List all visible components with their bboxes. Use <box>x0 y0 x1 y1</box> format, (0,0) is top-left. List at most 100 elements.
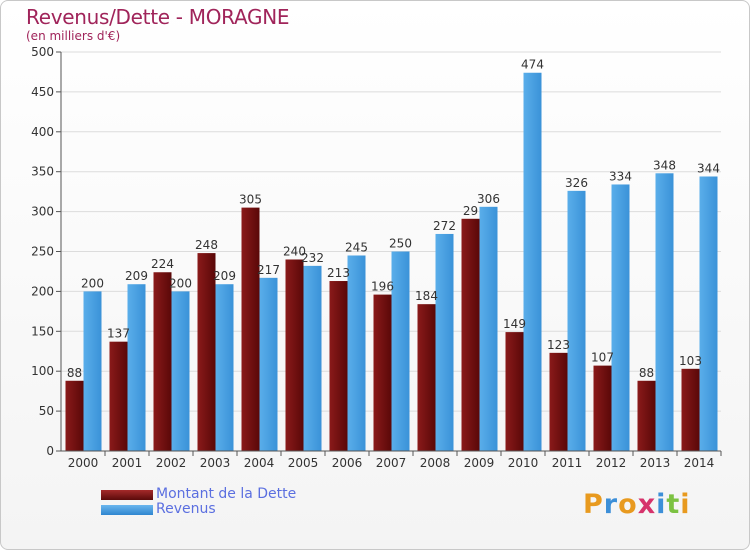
chart-title: Revenus/Dette - MORAGNE <box>26 5 290 29</box>
legend-label-dette: Montant de la Dette <box>156 486 297 502</box>
y-tick-label: 100 <box>31 364 54 378</box>
bar-dette-2003 <box>197 253 216 451</box>
data-label-revenus-2007: 250 <box>389 237 412 251</box>
y-tick-label: 150 <box>31 324 54 338</box>
data-label-dette-2012: 107 <box>591 351 614 365</box>
y-tick-label: 400 <box>31 125 54 139</box>
bar-dette-2011 <box>549 352 568 451</box>
data-label-revenus-2009: 306 <box>477 192 500 206</box>
bars <box>65 72 718 452</box>
data-label-revenus-2014: 344 <box>697 161 720 175</box>
data-label-dette-2006: 213 <box>327 266 350 280</box>
data-label-revenus-2001: 209 <box>125 269 148 283</box>
x-tick-label: 2005 <box>288 456 319 470</box>
data-label-dette-2005: 240 <box>283 244 306 258</box>
x-tick-label: 2010 <box>508 456 539 470</box>
legend-swatch-dette <box>101 490 153 500</box>
bar-dette-2004 <box>241 207 260 451</box>
y-tick-label: 450 <box>31 85 54 99</box>
bar-dette-2008 <box>417 304 436 451</box>
bar-revenus-2001 <box>127 284 146 451</box>
x-tick-label: 2004 <box>244 456 275 470</box>
data-label-revenus-2010: 474 <box>521 58 544 72</box>
bar-dette-2007 <box>373 294 392 451</box>
bar-dette-2002 <box>153 272 172 451</box>
axes: 0 50 100 150 200 250 300 350 400 450 500 2000 2001 20… <box>31 45 722 470</box>
bar-dette-2006 <box>329 281 348 451</box>
x-tick-label: 2013 <box>640 456 671 470</box>
data-label-dette-2001: 137 <box>107 327 130 341</box>
data-label-revenus-2002: 200 <box>169 276 192 290</box>
y-tick-label: 50 <box>39 404 54 418</box>
y-tick-label: 200 <box>31 284 54 298</box>
x-tick-label: 2012 <box>596 456 627 470</box>
data-labels: 8820013720922420024820930521724023221324… <box>67 58 720 380</box>
bar-revenus-2013 <box>655 173 674 451</box>
bar-dette-2014 <box>681 368 700 451</box>
x-tick-label: 2000 <box>68 456 99 470</box>
data-label-revenus-2000: 200 <box>81 276 104 290</box>
data-label-dette-2009: 29 <box>463 204 478 218</box>
logo-letter: r <box>603 489 619 520</box>
bar-revenus-2007 <box>391 251 410 451</box>
bar-dette-2010 <box>505 332 524 451</box>
logo-letter: P <box>583 489 604 520</box>
y-tick-label: 250 <box>31 245 54 259</box>
bar-dette-2000 <box>65 380 84 451</box>
bar-revenus-2008 <box>435 233 454 451</box>
data-label-dette-2007: 196 <box>371 280 394 294</box>
x-tick-label: 2014 <box>684 456 715 470</box>
data-label-dette-2008: 184 <box>415 289 438 303</box>
y-tick-label: 300 <box>31 205 54 219</box>
logo-letter: x <box>637 489 657 520</box>
y-tick-label: 350 <box>31 165 54 179</box>
x-tick-label: 2007 <box>376 456 407 470</box>
y-tick-label: 500 <box>31 45 54 59</box>
logo-letter: i <box>680 489 691 520</box>
bar-revenus-2009 <box>479 206 498 451</box>
bar-revenus-2000 <box>83 291 102 451</box>
data-label-dette-2014: 103 <box>679 354 702 368</box>
data-label-revenus-2011: 326 <box>565 176 588 190</box>
x-tick-label: 2001 <box>112 456 143 470</box>
logo-letter: i <box>656 489 667 520</box>
data-label-dette-2011: 123 <box>547 338 570 352</box>
bar-revenus-2011 <box>567 190 586 452</box>
data-label-revenus-2003: 209 <box>213 269 236 283</box>
chart-subtitle: (en milliers d'€) <box>26 29 121 43</box>
data-label-dette-2010: 149 <box>503 317 526 331</box>
data-label-dette-2000: 88 <box>67 366 82 380</box>
bar-revenus-2006 <box>347 255 366 451</box>
bar-revenus-2002 <box>171 291 190 451</box>
x-tick-label: 2003 <box>200 456 231 470</box>
bar-dette-2012 <box>593 365 612 451</box>
logo-letter: o <box>618 489 638 520</box>
x-tick-label: 2006 <box>332 456 363 470</box>
bar-dette-2005 <box>285 259 304 451</box>
data-label-revenus-2008: 272 <box>433 219 456 233</box>
bar-revenus-2012 <box>611 184 630 451</box>
data-label-dette-2002: 224 <box>151 257 174 271</box>
data-label-dette-2003: 248 <box>195 238 218 252</box>
bar-dette-2009 <box>461 218 480 451</box>
data-label-dette-2004: 305 <box>239 193 262 207</box>
x-tick-label: 2009 <box>464 456 495 470</box>
bar-revenus-2005 <box>303 265 322 451</box>
legend-swatch-revenus <box>101 505 153 515</box>
x-tick-label: 2011 <box>552 456 583 470</box>
bar-revenus-2004 <box>259 277 278 451</box>
legend-label-revenus: Revenus <box>156 501 216 517</box>
data-label-revenus-2006: 245 <box>345 240 368 254</box>
bar-revenus-2003 <box>215 284 234 451</box>
data-label-dette-2013: 88 <box>639 366 654 380</box>
bar-revenus-2014 <box>699 176 718 451</box>
bar-dette-2001 <box>109 341 128 451</box>
data-label-revenus-2012: 334 <box>609 169 632 183</box>
bar-revenus-2010 <box>523 72 542 452</box>
bar-dette-2013 <box>637 380 656 451</box>
proxiti-logo: Proxiti <box>583 489 691 520</box>
data-label-revenus-2004: 217 <box>257 263 280 277</box>
data-label-revenus-2005: 232 <box>301 251 324 265</box>
data-label-revenus-2013: 348 <box>653 158 676 172</box>
